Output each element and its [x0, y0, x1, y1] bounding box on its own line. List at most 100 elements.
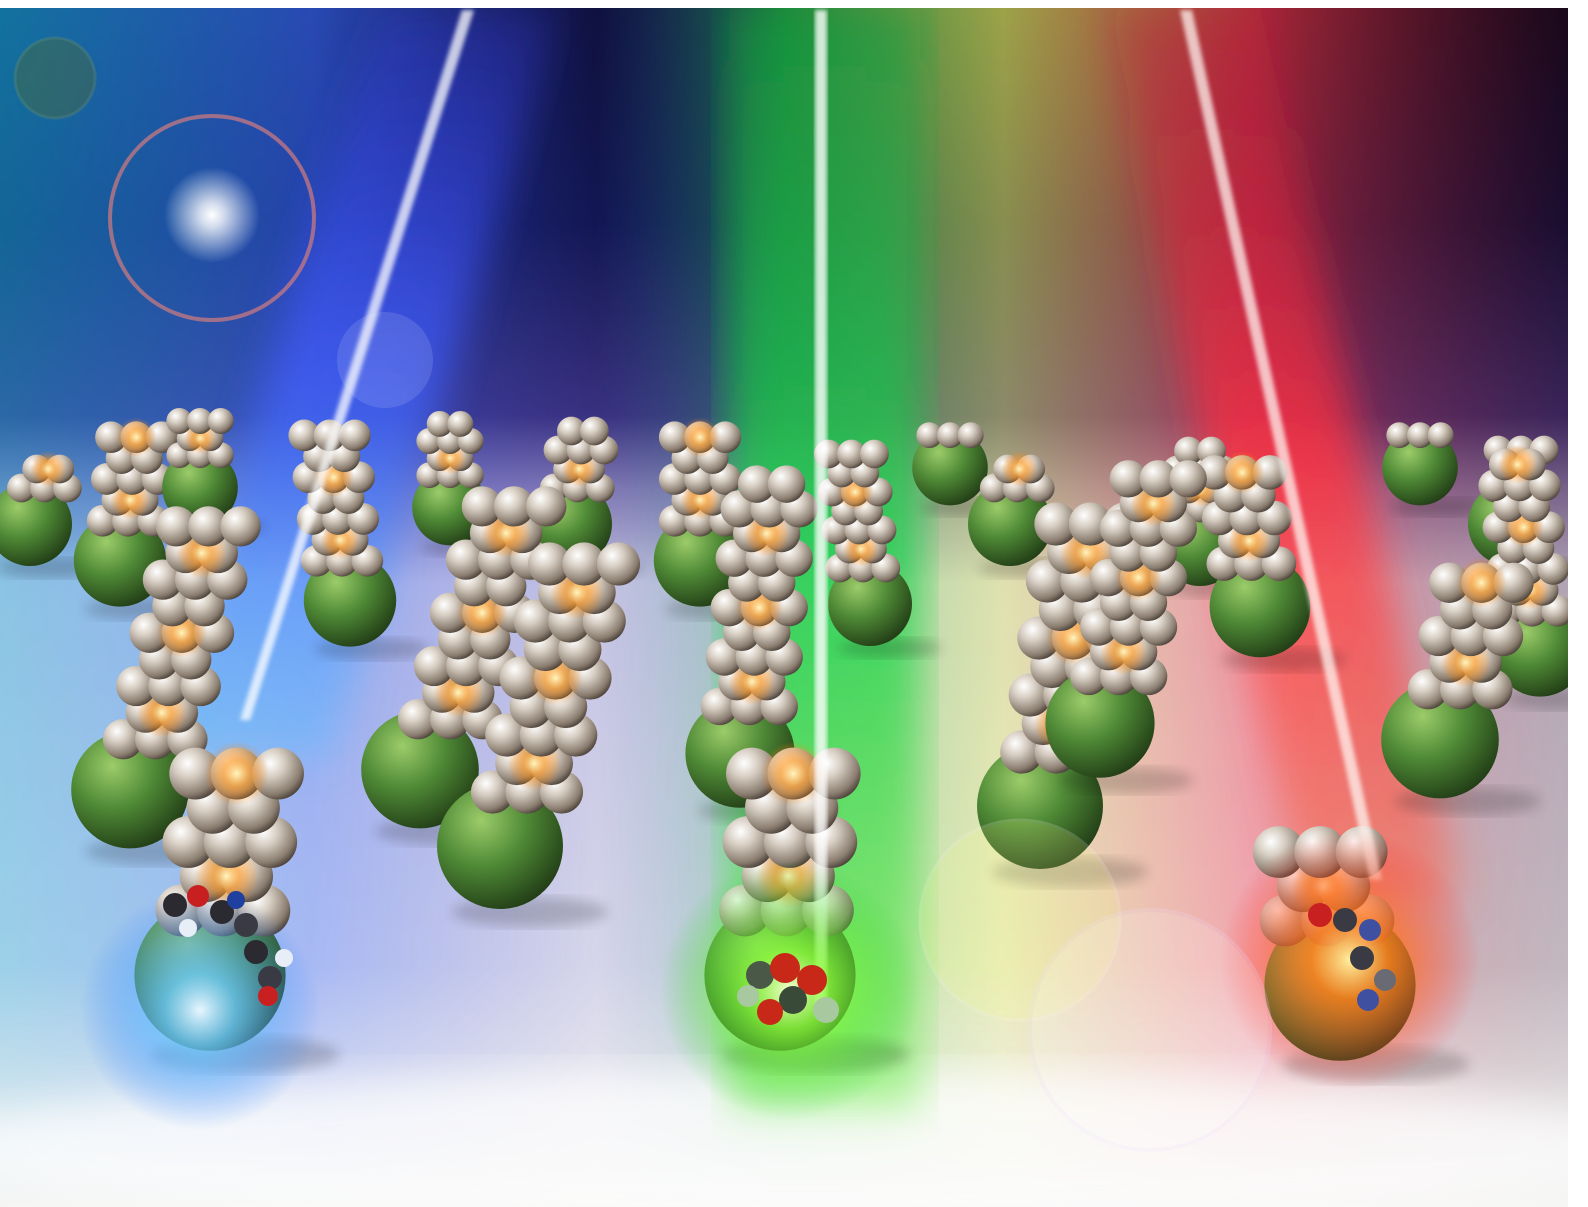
- bead: [447, 410, 474, 437]
- base-sphere: [0, 482, 72, 566]
- bead: [102, 719, 144, 760]
- bead: [957, 422, 984, 449]
- bead: [596, 542, 641, 586]
- bead: [1034, 502, 1078, 546]
- bead-glint: [1001, 451, 1038, 487]
- bead: [116, 665, 157, 707]
- base-sphere: [1382, 429, 1458, 506]
- bead: [413, 645, 455, 687]
- molecule-glows: [80, 830, 1480, 1130]
- blue-burst: [80, 890, 320, 1130]
- flare-ring: [108, 114, 316, 322]
- molecule-column: [437, 542, 641, 927]
- molecules: [163, 885, 1396, 1025]
- bead: [288, 419, 321, 452]
- bead: [1169, 460, 1207, 498]
- flare-white: [1028, 908, 1272, 1152]
- bead: [426, 410, 453, 437]
- bead-glint: [1456, 557, 1507, 608]
- bead: [142, 559, 184, 600]
- molecule-column: [71, 506, 261, 866]
- base-sphere: [653, 514, 747, 607]
- molecule-column: [1381, 557, 1541, 816]
- bead: [1109, 460, 1148, 498]
- base-sphere: [412, 469, 488, 546]
- bead: [580, 416, 609, 446]
- molecule-columns: [0, 408, 1588, 1083]
- base-sphere: [437, 783, 563, 909]
- green-beam-core: [815, 10, 827, 1010]
- bead: [1174, 436, 1203, 466]
- bead: [860, 439, 889, 469]
- bead: [837, 439, 866, 469]
- molecule-column: [288, 419, 430, 660]
- flare-small: [13, 36, 97, 120]
- bead: [485, 713, 529, 757]
- bead: [767, 465, 806, 503]
- red-beam-core: [1180, 10, 1382, 880]
- bead: [445, 539, 487, 580]
- base-sphere: [1381, 680, 1499, 799]
- base-sphere: [71, 730, 189, 849]
- bead: [1386, 422, 1413, 449]
- margin-right: [1568, 0, 1588, 1207]
- bead: [526, 486, 567, 527]
- bead: [493, 486, 535, 527]
- molecule-column: [1197, 450, 1347, 672]
- beam-cores: [240, 10, 1382, 1010]
- bead: [187, 408, 213, 434]
- base-sphere: [968, 482, 1052, 566]
- base-sphere: [1209, 556, 1311, 658]
- blue-beam-core: [240, 10, 474, 720]
- base-sphere: [73, 514, 167, 607]
- molecule-column: [73, 417, 200, 620]
- bead-glint: [1220, 450, 1264, 494]
- bead: [916, 422, 943, 449]
- molecule-column: [1382, 422, 1485, 517]
- molecule-green: [737, 953, 839, 1025]
- bead-glint: [204, 741, 270, 806]
- base-sphere: [912, 429, 988, 506]
- molecule-blue: [163, 885, 293, 1006]
- bead-glint: [760, 741, 826, 806]
- flare-disc: [337, 312, 433, 408]
- bead: [470, 770, 515, 814]
- base-sphere: [303, 554, 397, 647]
- star: [164, 167, 260, 263]
- margin-top: [0, 0, 1588, 8]
- bead-glint: [116, 417, 157, 458]
- bead-glint: [680, 417, 720, 458]
- bead: [937, 422, 963, 449]
- base-sphere: [162, 449, 238, 526]
- bead: [527, 542, 572, 586]
- molecule-column: [162, 408, 265, 537]
- molecule-column: [685, 465, 834, 824]
- bead: [220, 506, 261, 547]
- flare-yellow: [918, 818, 1122, 1022]
- molecule-column: [912, 422, 1015, 517]
- bead: [1139, 460, 1177, 498]
- bead-glint: [30, 451, 67, 487]
- base-sphere: [361, 710, 479, 829]
- base-sphere: [828, 562, 912, 646]
- molecule-column: [968, 451, 1082, 578]
- bead: [156, 506, 197, 547]
- bead: [1407, 422, 1433, 449]
- molecule-column: [1045, 460, 1207, 794]
- bead: [461, 486, 503, 527]
- lens-flares: [13, 36, 1272, 1152]
- bead: [339, 419, 371, 452]
- molecule-red: [1308, 903, 1396, 1011]
- bead: [207, 408, 234, 434]
- floor-light: [0, 1070, 1588, 1207]
- bead: [562, 542, 606, 586]
- bead: [737, 465, 776, 503]
- bead-glint: [1497, 444, 1538, 485]
- base-sphere: [1045, 668, 1155, 778]
- bead: [397, 699, 439, 740]
- bead: [1427, 422, 1454, 449]
- bead: [513, 599, 557, 643]
